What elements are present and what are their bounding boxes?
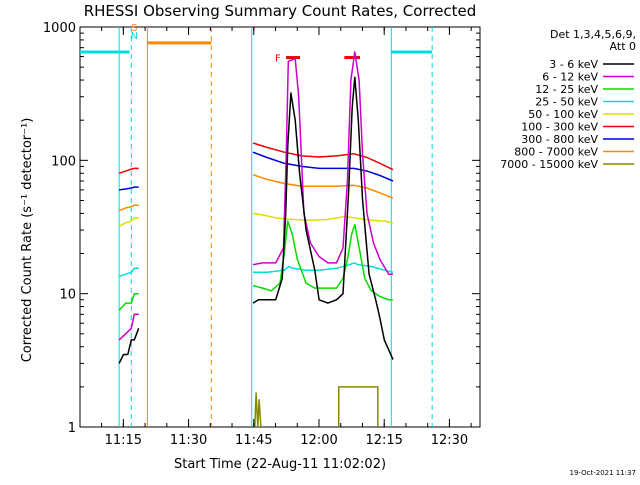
- y-axis-label: Corrected Count Rate (s⁻¹ detector⁻¹): [20, 118, 35, 363]
- overlay-layer: SN F: [80, 23, 433, 427]
- y-tick-label: 1000: [43, 21, 76, 36]
- x-tick-label: 11:30: [170, 433, 207, 448]
- x-tick-label: 11:45: [235, 433, 272, 448]
- legend-entry-label: 3 - 6 keV: [549, 58, 598, 71]
- plot-area: [79, 26, 481, 428]
- legend-entry-label: 6 - 12 keV: [542, 71, 598, 84]
- series-line-1: [118, 51, 393, 341]
- chart-title: RHESSI Observing Summary Count Rates, Co…: [84, 2, 477, 20]
- legend-entry-label: 50 - 100 keV: [528, 108, 598, 121]
- detector-info-line: Att 0: [610, 40, 636, 53]
- plot-border: [79, 26, 481, 428]
- series-line-6: [118, 151, 394, 191]
- y-tick-label: 10: [59, 288, 76, 303]
- series-line-3: [118, 262, 394, 278]
- marker-f: F: [275, 54, 281, 65]
- detector-info-line: Det 1,3,4,5,6,9,: [550, 28, 636, 41]
- y-tick-label: 1: [68, 421, 76, 436]
- series-line-0: [118, 76, 394, 364]
- legend-entry-label: 300 - 800 keV: [521, 133, 598, 146]
- y-tick-label: 100: [51, 154, 76, 169]
- x-tick-label: 12:15: [365, 433, 402, 448]
- axes-layer: 1 10 100 1000 11:15 11:30 11:45 12:00 12:15 12:30: [43, 21, 480, 448]
- legend-entry-label: 100 - 300 keV: [521, 121, 598, 134]
- marker-s: S: [131, 23, 137, 34]
- x-tick-label: 12:30: [431, 433, 468, 448]
- series-line-5: [118, 142, 394, 175]
- series-line-2: [118, 220, 393, 311]
- legend-entry-label: 25 - 50 keV: [535, 96, 598, 109]
- legend-entry-label: 800 - 7000 keV: [514, 146, 598, 159]
- series-line-7: [118, 173, 394, 212]
- footer-timestamp: 19-Oct-2021 11:37: [570, 469, 636, 477]
- series-line-4: [118, 212, 394, 227]
- x-axis-label: Start Time (22-Aug-11 11:02:02): [174, 457, 386, 472]
- marker-n: N: [131, 31, 138, 42]
- x-tick-label: 12:00: [300, 433, 337, 448]
- x-tick-label: 11:15: [105, 433, 142, 448]
- legend-entry-label: 7000 - 15000 keV: [500, 158, 598, 171]
- series-layer: [118, 51, 394, 428]
- series-line-8: [254, 386, 379, 428]
- legend-entry-label: 12 - 25 keV: [535, 83, 598, 96]
